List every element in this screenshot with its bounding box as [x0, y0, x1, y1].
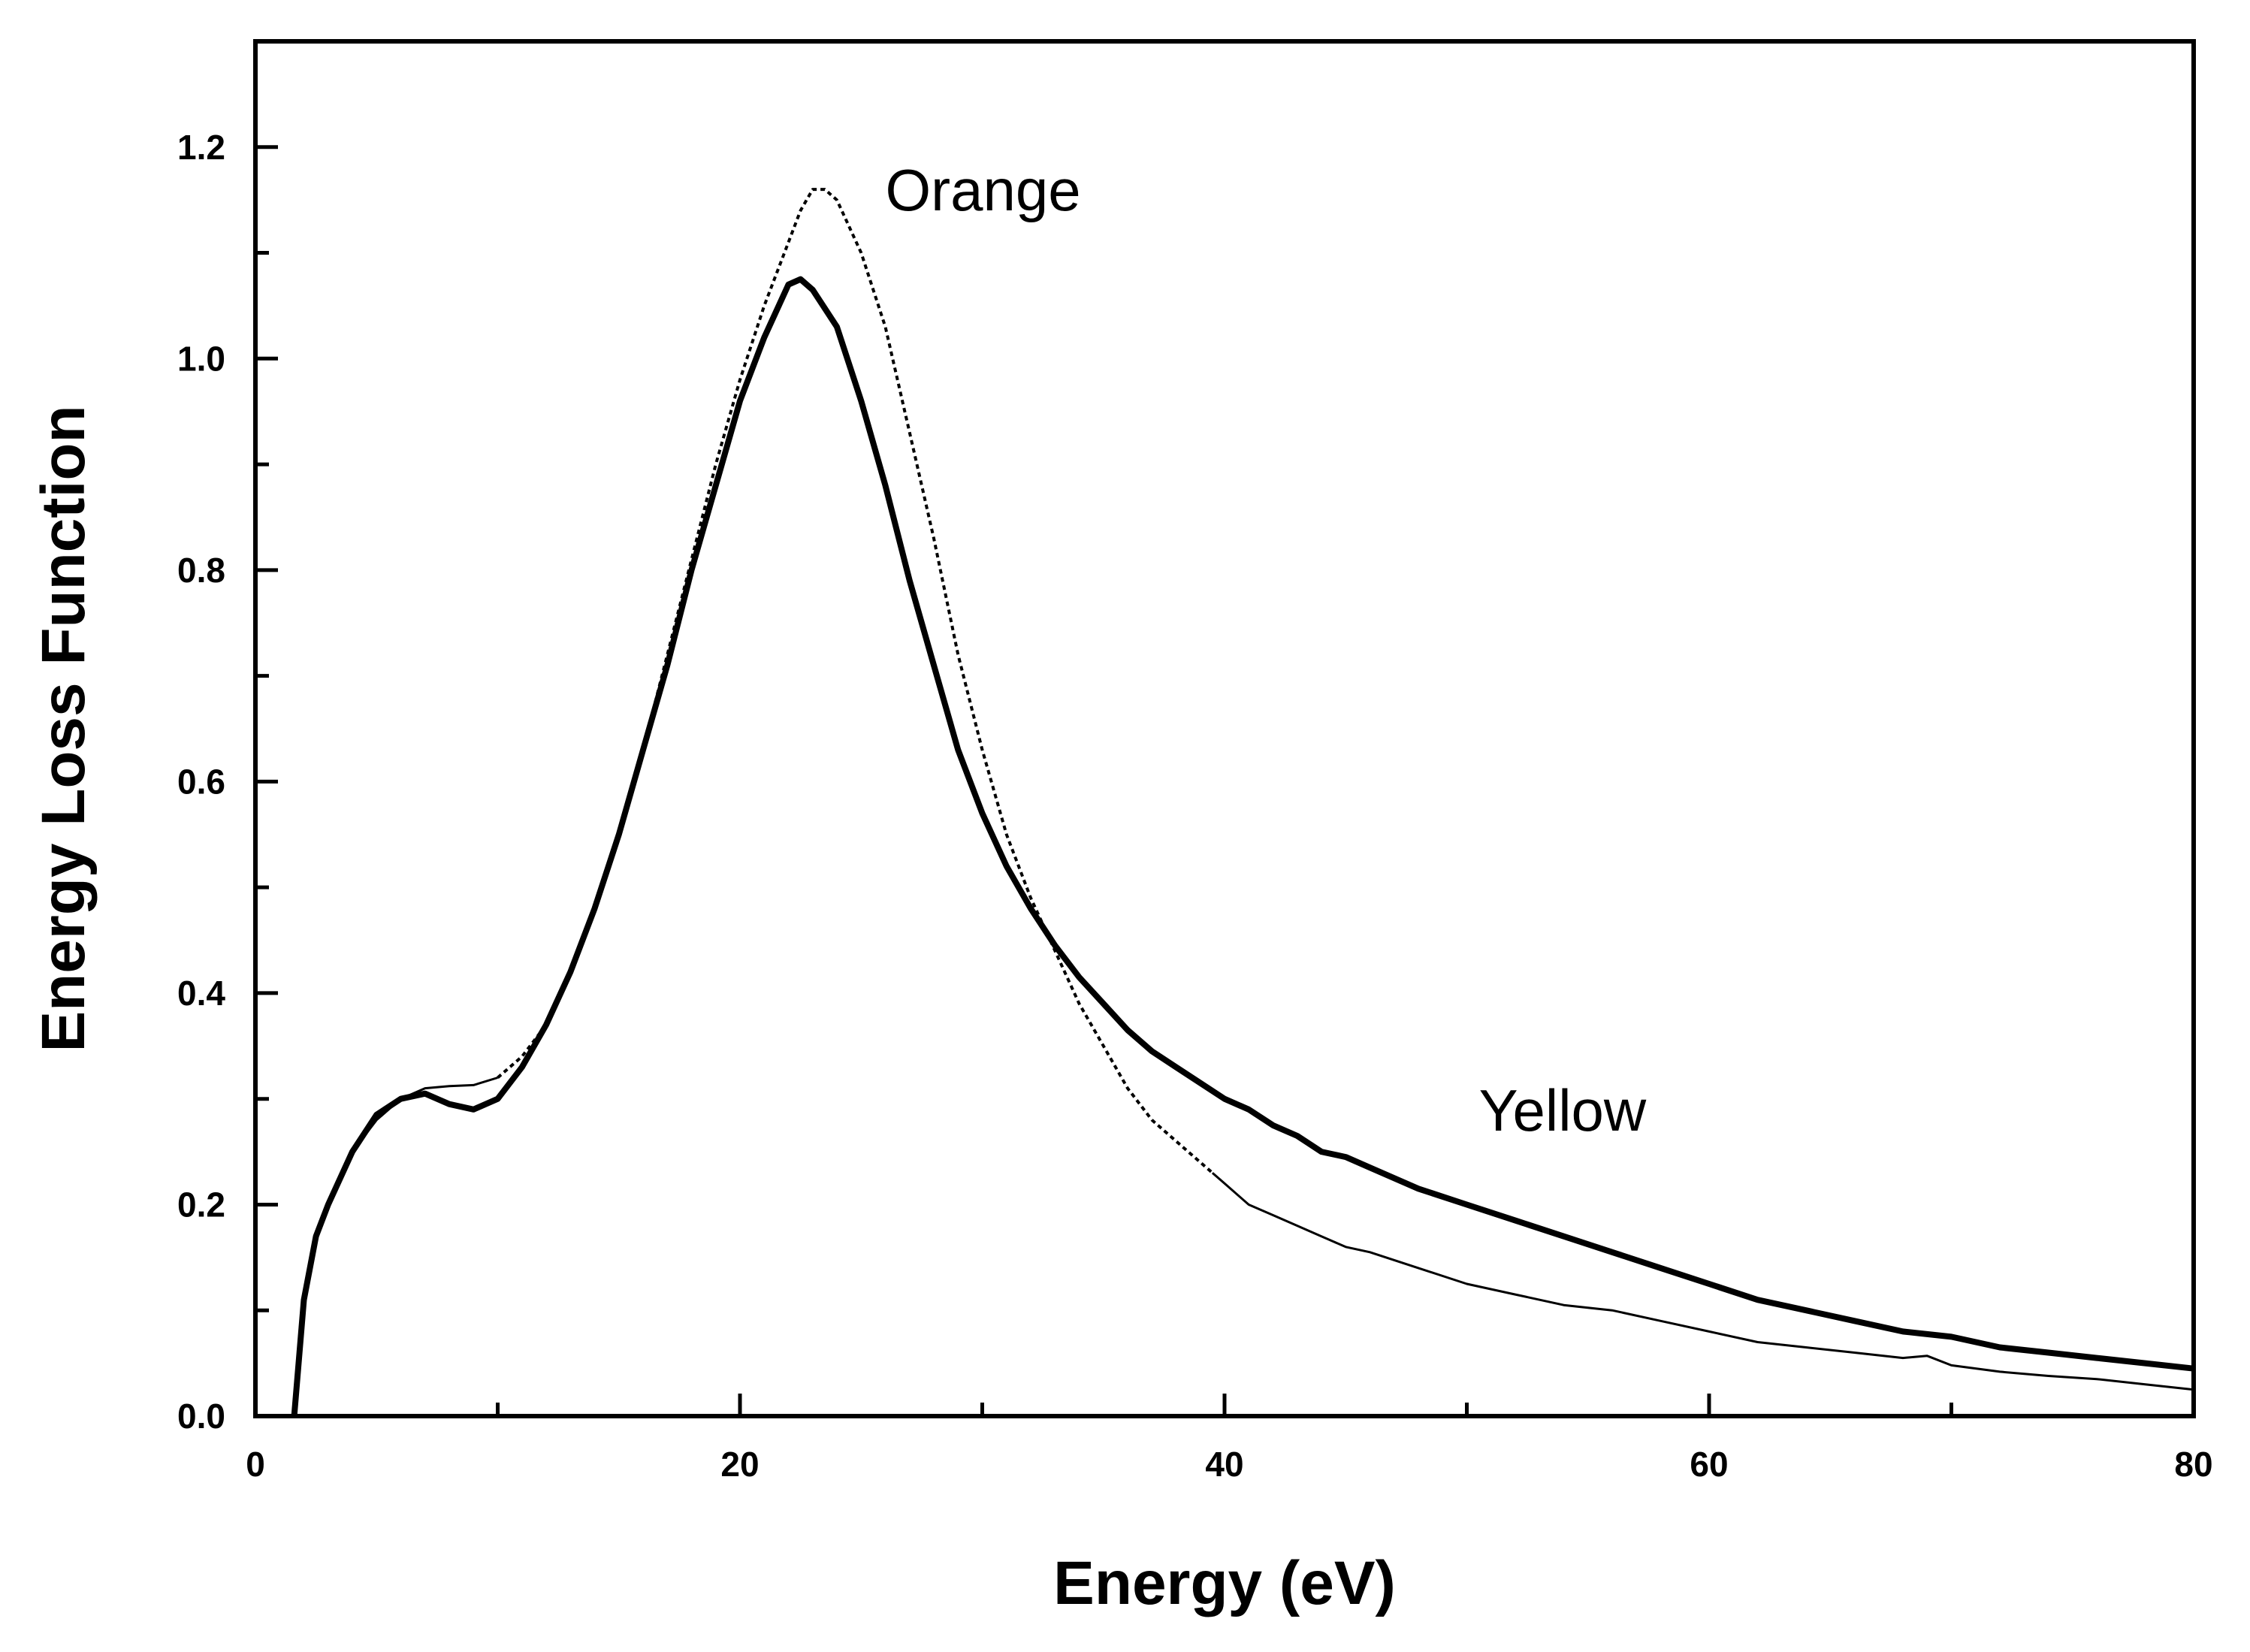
series-label-yellow: Yellow: [1479, 1077, 1647, 1143]
series-line-yellow: [291, 276, 2194, 1417]
plot-frame: [253, 39, 2196, 1418]
x-tick-label: 60: [1690, 1445, 1728, 1484]
y-axis-title: Energy Loss Function: [29, 405, 98, 1052]
series-line-orange-tail: [1211, 1172, 2194, 1391]
series-line-orange-dotted: [497, 188, 1214, 1174]
series-label-orange: Orange: [886, 157, 1081, 223]
x-tick-label: 40: [1205, 1445, 1243, 1484]
y-axis-ticks: 0.0 0.2 0.4 0.6 0.8 1.0 1.2: [177, 128, 278, 1436]
y-tick-label: 1.2: [177, 128, 225, 167]
x-tick-label: 20: [720, 1445, 759, 1484]
x-tick-label: 80: [2174, 1445, 2212, 1484]
y-tick-label: 0.4: [177, 974, 225, 1013]
x-axis-title: Energy (eV): [1053, 1549, 1396, 1617]
y-tick-label: 1.0: [177, 339, 225, 378]
y-tick-label: 0.2: [177, 1185, 225, 1224]
series-line-orange-start: [293, 1077, 498, 1417]
y-tick-label: 0.6: [177, 762, 225, 801]
y-tick-label: 0.8: [177, 551, 225, 590]
x-axis-ticks: 0 20 40 60 80: [246, 1394, 2213, 1484]
y-tick-label: 0.0: [177, 1397, 225, 1436]
series-layer: [291, 188, 2194, 1417]
x-tick-label: 0: [246, 1445, 265, 1484]
